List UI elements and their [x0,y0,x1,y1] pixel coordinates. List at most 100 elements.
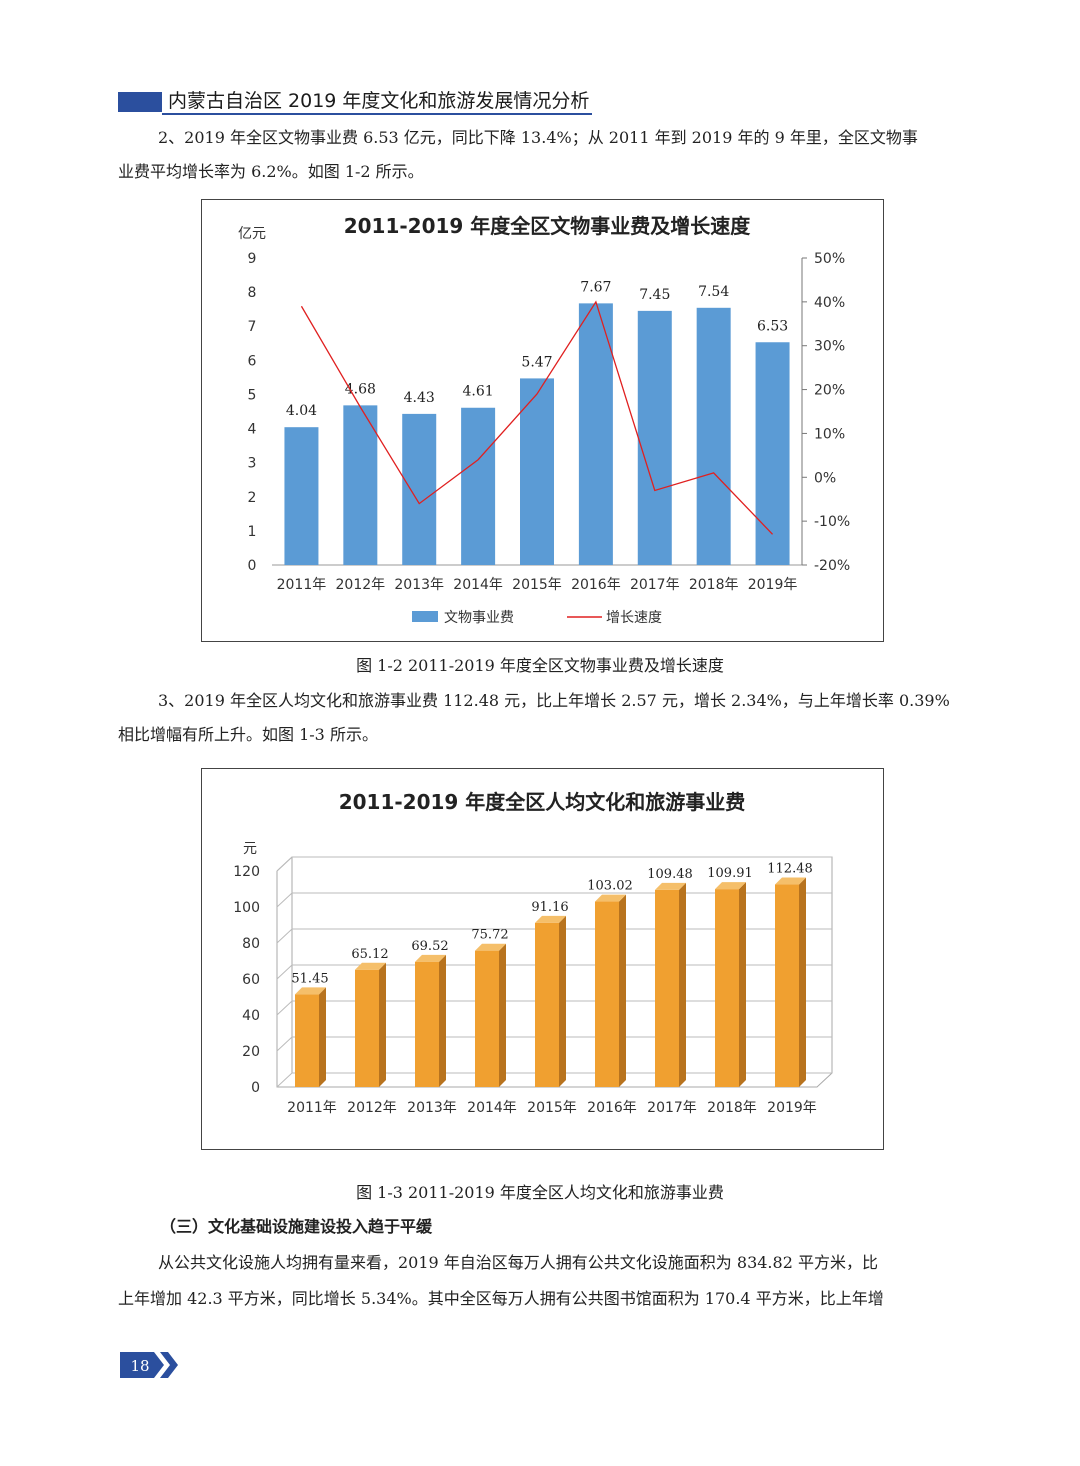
legend-label-expense: 文物事业费 [444,610,514,626]
chart1-y2-tick-label: 30% [814,339,845,355]
chart1-bar [284,427,319,565]
chart2-data-label: 75.72 [471,928,508,943]
chart1-y-axis-label: 亿元 [238,226,266,242]
chart2-bar [355,962,386,1087]
paragraph-line: 上年增加 42.3 平方米，同比增长 5.34%。其中全区每万人拥有公共图书馆面… [118,1289,884,1308]
chart1-x-tick-label: 2017年 [630,577,680,593]
chart1-legend: 文物事业费 增长速度 [412,610,662,626]
paragraph-line: 3、2019 年全区人均文化和旅游事业费 112.48 元，比上年增长 2.57… [158,691,950,710]
chart1-bar [578,303,613,565]
chart1-y2-tick-label: 0% [814,470,836,486]
chart2-data-label: 109.48 [647,867,693,882]
chart1-y-tick-label: 8 [248,285,257,301]
chart1-bar [461,407,496,565]
chart1-y-tick-label: 1 [248,524,257,540]
chart1-data-label: 7.67 [580,279,611,295]
chart2-bar [655,882,686,1087]
chart2-bar [295,987,326,1087]
chart2-data-label: 91.16 [531,900,568,915]
chart1-bar [637,310,672,565]
chart2-data-label: 109.91 [707,866,753,881]
chart1-y2-tick-label: 40% [814,295,845,311]
chart2-bar [595,894,626,1087]
header-title: 内蒙古自治区 2019 年度文化和旅游发展情况分析 [168,90,590,112]
chart2-x-tick-label: 2015年 [527,1100,577,1116]
chart2-y-tick-label: 20 [242,1044,260,1060]
chart2-gridline [276,928,832,944]
chart2-x-tick-label: 2019年 [767,1100,817,1116]
chart2-x-tick-label: 2011年 [287,1100,337,1116]
chart1-data-label: 4.04 [286,403,317,419]
chart2-y-tick-label: 80 [242,936,260,952]
chart1-y2-tick-label: -10% [814,514,850,530]
chart1-y-tick-label: 2 [248,490,257,506]
chart2-bar [715,882,746,1087]
chart1-y2-tick-label: -20% [814,558,850,574]
chart1-x-tick-label: 2019年 [748,577,798,593]
chart1-bar [402,413,437,565]
chart2-y-axis-label: 元 [243,841,257,857]
chart1-x-tick-label: 2014年 [453,577,503,593]
figure-caption-1: 图 1-2 2011-2019 年度全区文物事业费及增长速度 [356,656,724,675]
chart2-x-tick-label: 2016年 [587,1100,637,1116]
chart1-x-tick-label: 2018年 [689,577,739,593]
header-accent-bar [118,92,162,112]
chart2-bar [535,915,566,1087]
chart1-growth-line [300,300,774,535]
chart2-gridline [276,1000,832,1016]
section-title: （三）文化基础设施建设投入趋于平缓 [160,1217,433,1236]
chart2-data-label: 103.02 [587,879,633,894]
chart2-x-tick-label: 2013年 [407,1100,457,1116]
chart1-x-tick-label: 2011年 [277,577,327,593]
chart1-data-label: 4.43 [404,390,435,406]
chart2-bar [415,954,446,1087]
paragraph-line: 从公共文化设施人均拥有量来看，2019 年自治区每万人拥有公共文化设施面积为 8… [158,1253,878,1272]
chart2-y-tick-label: 40 [242,1008,260,1024]
chart1-y2-tick-label: 20% [814,383,845,399]
chart1-bar [696,307,731,565]
chart2-y-tick-label: 0 [251,1080,260,1096]
chart2-gridline [276,1072,832,1088]
page-number-badge: 18 [120,1352,180,1378]
chart1-bar [755,342,790,565]
chart1-x-tick-label: 2012年 [336,577,386,593]
chart1-y-tick-label: 3 [248,456,257,472]
paragraph-line: 业费平均增长率为 6.2%。如图 1-2 所示。 [118,162,424,181]
chart1-y2-tick-label: 50% [814,251,845,267]
chart1-data-label: 7.45 [639,287,670,303]
header-underline [162,113,592,115]
legend-label-growth: 增长速度 [606,610,662,626]
chart1-y2-tick-label: 10% [814,426,845,442]
chart1-bar [343,405,378,565]
figure-caption-2: 图 1-3 2011-2019 年度全区人均文化和旅游事业费 [356,1183,724,1202]
chart1-bar [520,378,554,565]
chart2-x-tick-label: 2017年 [647,1100,697,1116]
chart1-data-label: 5.47 [521,354,552,370]
chart2-gridline [276,856,832,872]
paragraph-line: 2、2019 年全区文物事业费 6.53 亿元，同比下降 13.4%；从 201… [158,128,918,147]
paragraph-line: 相比增幅有所上升。如图 1-3 所示。 [118,725,378,744]
legend-swatch-bar [412,611,438,622]
chart-culture-relics-expense: 2011-2019 年度全区文物事业费及增长速度 亿元 0 1 2 3 4 5 6 7 8 9 -… [201,199,884,642]
chart2-gridline [276,964,832,980]
chart1-x-tick-label: 2015年 [512,577,562,593]
chart1-y-tick-label: 0 [248,558,257,574]
chart1-data-label: 7.54 [698,284,729,300]
chart1-data-label: 6.53 [757,318,788,334]
chart2-data-label: 51.45 [291,971,328,986]
chart2-data-label: 69.52 [411,939,448,954]
chart1-y-tick-label: 5 [248,387,257,403]
chart2-y-tick-label: 100 [233,900,260,916]
chart2-title: 2011-2019 年度全区人均文化和旅游事业费 [339,790,746,814]
chart1-x-tick-label: 2013年 [394,577,444,593]
chart2-gridline [276,892,832,908]
chart2-x-tick-label: 2018年 [707,1100,757,1116]
chart2-y-tick-label: 120 [233,864,260,880]
chart1-y-tick-label: 7 [248,319,257,335]
chart1-svg: 2011-2019 年度全区文物事业费及增长速度 亿元 0 1 2 3 4 5 6 7 8 9 -… [238,214,850,626]
chart2-y-tick-label: 60 [242,972,260,988]
chart1-y-tick-label: 9 [248,251,257,267]
chart1-data-label: 4.61 [463,384,494,400]
chart1-y-tick-label: 6 [248,353,257,369]
chart2-gridline [276,1036,832,1052]
